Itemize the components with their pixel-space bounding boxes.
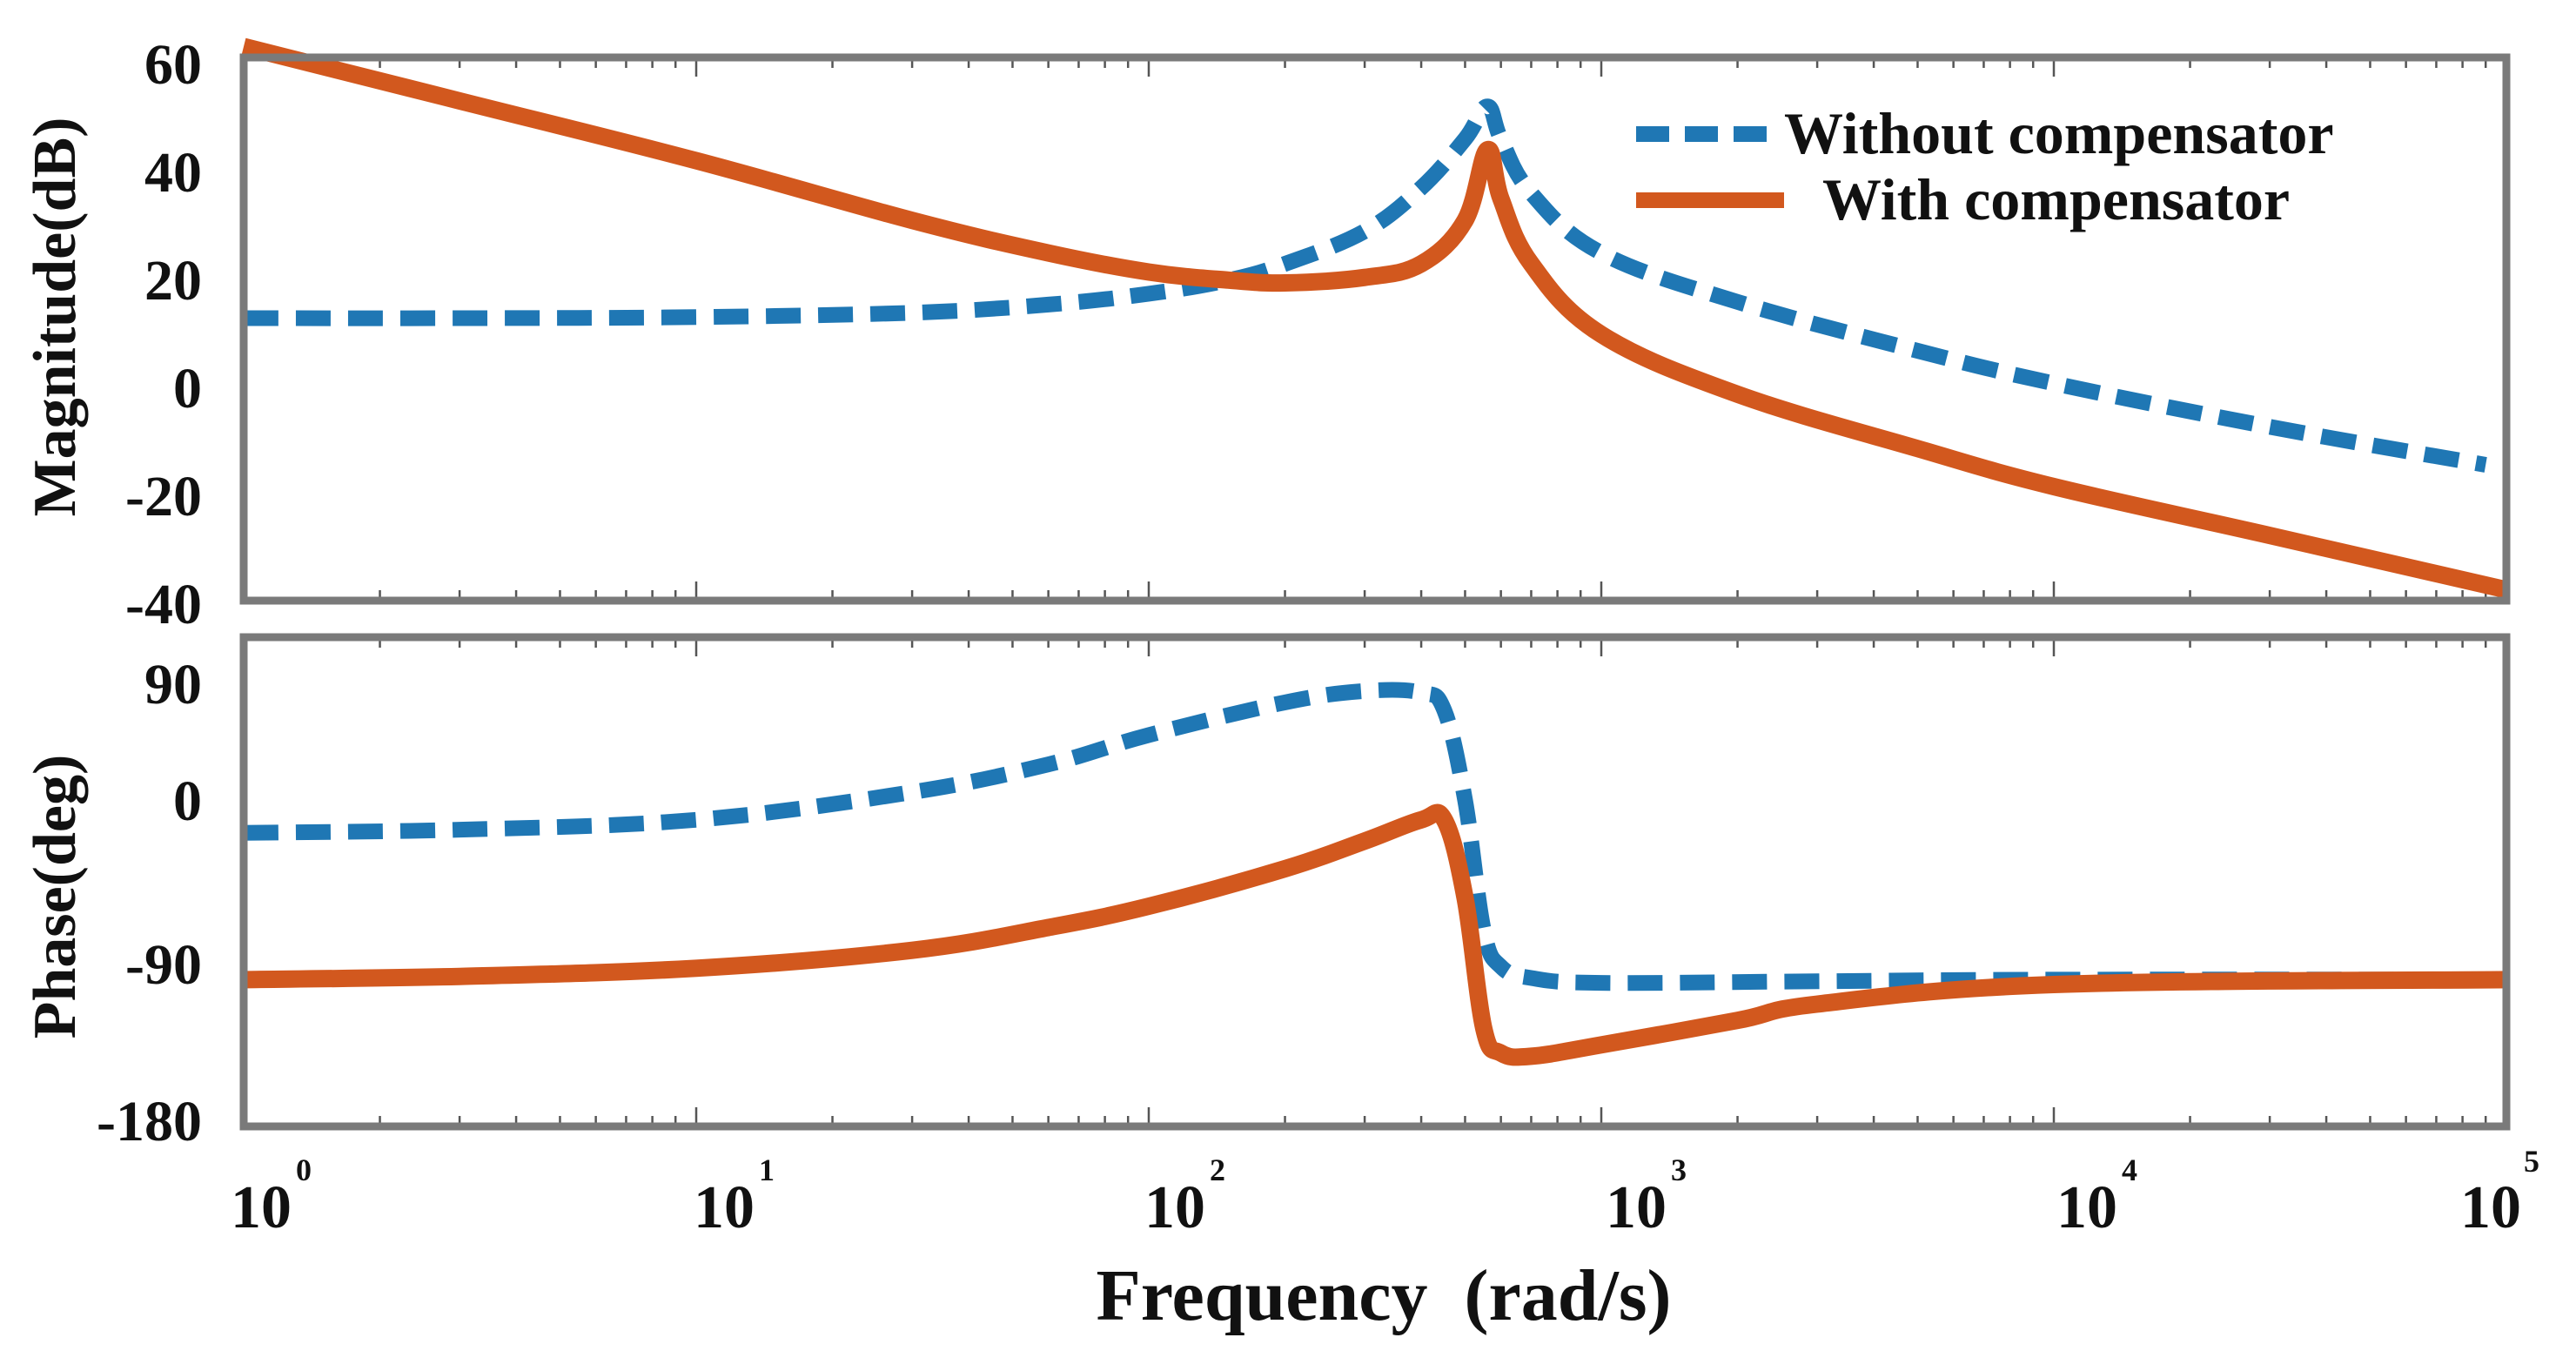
magnitude-series	[241, 37, 2509, 599]
phase-panel: 90 0 -90 -180 Phase(deg)	[22, 633, 2511, 1153]
xtick-1: 10 0	[231, 1153, 312, 1241]
xtick-label-100-exp: 2	[1210, 1153, 1225, 1187]
xtick-label-1000-base: 10	[1606, 1174, 1667, 1241]
magnitude-y-tick-labels: 60 40 20 0 -20 -40	[125, 33, 202, 636]
magnitude-series-with-compensator-line	[241, 37, 2509, 599]
xtick-1000: 10 3	[1606, 1153, 1687, 1241]
legend: Without compensator With compensator	[1636, 100, 2334, 232]
magnitude-series-without-compensator-line	[243, 98, 2487, 473]
mag-ytick-label-minus40: -40	[125, 573, 202, 636]
phase-ytick-label-0: 0	[173, 770, 202, 833]
xtick-100000: 10 5	[2460, 1144, 2539, 1241]
mag-ytick-label-40: 40	[144, 141, 202, 205]
phase-minor-ticks	[242, 637, 2487, 1126]
phase-ytick-label-minus90: -90	[125, 933, 202, 997]
xtick-label-100000-base: 10	[2460, 1174, 2521, 1241]
phase-series	[243, 682, 2507, 1066]
phase-series-with-compensator-line	[243, 803, 2507, 1066]
xtick-label-1-base: 10	[231, 1174, 292, 1241]
xtick-label-10000-exp: 4	[2122, 1153, 2137, 1187]
xtick-10000: 10 4	[2056, 1153, 2137, 1241]
mag-ytick-label-minus20: -20	[125, 465, 202, 528]
mag-ytick-label-0: 0	[173, 357, 202, 420]
xtick-label-10-exp: 1	[759, 1153, 775, 1187]
xtick-label-1-exp: 0	[296, 1153, 312, 1187]
phase-series-without-compensator-line	[243, 682, 2507, 991]
phase-axis-title: Phase(deg)	[22, 755, 89, 1039]
xtick-label-1000-exp: 3	[1671, 1153, 1687, 1187]
legend-label-with-compensator: With compensator	[1822, 166, 2290, 232]
phase-ytick-label-90: 90	[144, 653, 202, 716]
xtick-label-100000-exp: 5	[2524, 1144, 2539, 1179]
xtick-label-10-base: 10	[694, 1174, 755, 1241]
xtick-label-100-base: 10	[1144, 1174, 1205, 1241]
xtick-100: 10 2	[1144, 1153, 1225, 1241]
x-axis-title: Frequency (rad/s)	[1096, 1255, 1671, 1336]
magnitude-axis-title: Magnitude(dB)	[22, 118, 89, 517]
phase-ytick-label-minus180: -180	[97, 1090, 202, 1153]
x-tick-labels: 10 0 10 1 10 2 10 3 10 4 10 5	[231, 1144, 2539, 1241]
magnitude-panel: 60 40 20 0 -20 -40 Magnitude(dB) Without…	[22, 33, 2511, 636]
magnitude-frame	[239, 53, 2511, 605]
legend-label-without-compensator: Without compensator	[1784, 100, 2334, 166]
phase-frame	[239, 633, 2511, 1131]
mag-ytick-label-20: 20	[144, 249, 202, 313]
xtick-label-10000-base: 10	[2056, 1174, 2117, 1241]
phase-y-tick-labels: 90 0 -90 -180	[97, 653, 202, 1153]
xtick-10: 10 1	[694, 1153, 775, 1241]
mag-ytick-label-60: 60	[144, 33, 202, 97]
